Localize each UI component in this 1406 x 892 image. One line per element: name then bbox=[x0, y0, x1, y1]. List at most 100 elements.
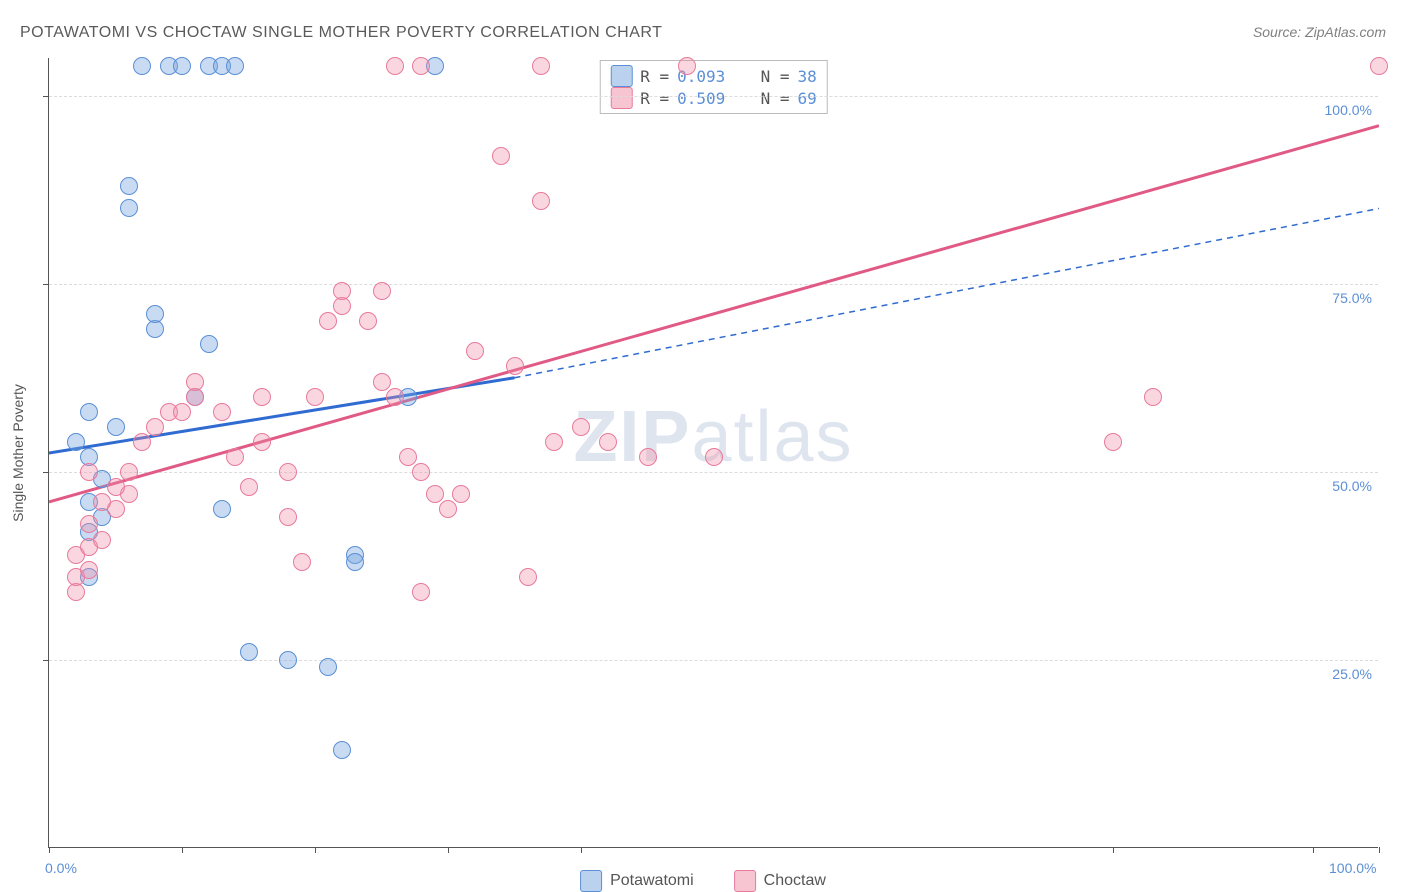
swatch-choctaw-icon bbox=[610, 87, 632, 109]
source-attribution: Source: ZipAtlas.com bbox=[1253, 24, 1386, 40]
source-value: ZipAtlas.com bbox=[1305, 24, 1386, 40]
data-point bbox=[319, 658, 337, 676]
data-point bbox=[80, 561, 98, 579]
data-point bbox=[572, 418, 590, 436]
data-point bbox=[532, 57, 550, 75]
data-point bbox=[80, 515, 98, 533]
data-point bbox=[107, 418, 125, 436]
data-point bbox=[173, 57, 191, 75]
data-point bbox=[240, 643, 258, 661]
plot-area: ZIPatlas R = 0.093 N = 38 R = 0.509 N = … bbox=[48, 58, 1378, 848]
data-point bbox=[279, 463, 297, 481]
data-point bbox=[373, 282, 391, 300]
legend-stats: R = 0.093 N = 38 R = 0.509 N = 69 bbox=[599, 60, 828, 114]
data-point bbox=[146, 305, 164, 323]
data-point bbox=[107, 478, 125, 496]
gridline bbox=[49, 96, 1378, 97]
data-point bbox=[213, 500, 231, 518]
data-point bbox=[386, 57, 404, 75]
data-point bbox=[80, 403, 98, 421]
y-axis-label: Single Mother Poverty bbox=[10, 384, 26, 522]
data-point bbox=[253, 433, 271, 451]
legend-row-potawatomi: R = 0.093 N = 38 bbox=[610, 65, 817, 87]
watermark-zip: ZIP bbox=[573, 397, 691, 477]
data-point bbox=[1370, 57, 1388, 75]
legend-item-potawatomi: Potawatomi bbox=[580, 870, 694, 892]
data-point bbox=[333, 282, 351, 300]
data-point bbox=[519, 568, 537, 586]
data-point bbox=[532, 192, 550, 210]
data-point bbox=[67, 433, 85, 451]
data-point bbox=[319, 312, 337, 330]
data-point bbox=[93, 493, 111, 511]
swatch-choctaw-icon bbox=[734, 870, 756, 892]
chart-container: Single Mother Poverty ZIPatlas R = 0.093… bbox=[48, 58, 1378, 848]
data-point bbox=[506, 357, 524, 375]
gridline bbox=[49, 472, 1378, 473]
data-point bbox=[80, 463, 98, 481]
x-tick-label: 100.0% bbox=[1329, 860, 1376, 876]
data-point bbox=[133, 57, 151, 75]
data-point bbox=[200, 335, 218, 353]
data-point bbox=[426, 485, 444, 503]
data-point bbox=[120, 463, 138, 481]
y-tick-label: 25.0% bbox=[1332, 666, 1372, 682]
n-value-potawatomi: 38 bbox=[797, 67, 816, 86]
r-label: R = bbox=[640, 67, 669, 86]
data-point bbox=[466, 342, 484, 360]
data-point bbox=[412, 57, 430, 75]
legend-item-choctaw: Choctaw bbox=[734, 870, 826, 892]
r-label: R = bbox=[640, 89, 669, 108]
data-point bbox=[120, 177, 138, 195]
data-point bbox=[133, 433, 151, 451]
data-point bbox=[240, 478, 258, 496]
y-tick-label: 100.0% bbox=[1325, 102, 1372, 118]
data-point bbox=[599, 433, 617, 451]
data-point bbox=[639, 448, 657, 466]
data-point bbox=[186, 373, 204, 391]
data-point bbox=[279, 508, 297, 526]
chart-title: POTAWATOMI VS CHOCTAW SINGLE MOTHER POVE… bbox=[20, 24, 662, 42]
data-point bbox=[173, 403, 191, 421]
data-point bbox=[399, 448, 417, 466]
data-point bbox=[93, 531, 111, 549]
data-point bbox=[1104, 433, 1122, 451]
data-point bbox=[439, 500, 457, 518]
legend-series: Potawatomi Choctaw bbox=[580, 870, 826, 892]
gridline bbox=[49, 284, 1378, 285]
data-point bbox=[492, 147, 510, 165]
data-point bbox=[120, 199, 138, 217]
y-tick-label: 50.0% bbox=[1332, 478, 1372, 494]
swatch-potawatomi-icon bbox=[580, 870, 602, 892]
swatch-potawatomi-icon bbox=[610, 65, 632, 87]
data-point bbox=[293, 553, 311, 571]
data-point bbox=[373, 373, 391, 391]
n-label: N = bbox=[761, 89, 790, 108]
data-point bbox=[705, 448, 723, 466]
data-point bbox=[346, 553, 364, 571]
data-point bbox=[279, 651, 297, 669]
source-label: Source: bbox=[1253, 24, 1305, 40]
data-point bbox=[359, 312, 377, 330]
data-point bbox=[1144, 388, 1162, 406]
y-tick-label: 75.0% bbox=[1332, 290, 1372, 306]
legend-label-potawatomi: Potawatomi bbox=[610, 872, 694, 890]
data-point bbox=[545, 433, 563, 451]
x-tick-label: 0.0% bbox=[45, 860, 77, 876]
data-point bbox=[146, 418, 164, 436]
r-value-choctaw: 0.509 bbox=[677, 89, 725, 108]
legend-row-choctaw: R = 0.509 N = 69 bbox=[610, 87, 817, 109]
data-point bbox=[333, 741, 351, 759]
data-point bbox=[412, 463, 430, 481]
data-point bbox=[678, 57, 696, 75]
data-point bbox=[452, 485, 470, 503]
legend-label-choctaw: Choctaw bbox=[764, 872, 826, 890]
data-point bbox=[213, 403, 231, 421]
n-value-choctaw: 69 bbox=[797, 89, 816, 108]
data-point bbox=[412, 583, 430, 601]
data-point bbox=[386, 388, 404, 406]
n-label: N = bbox=[761, 67, 790, 86]
data-point bbox=[226, 57, 244, 75]
data-point bbox=[226, 448, 244, 466]
data-point bbox=[306, 388, 324, 406]
